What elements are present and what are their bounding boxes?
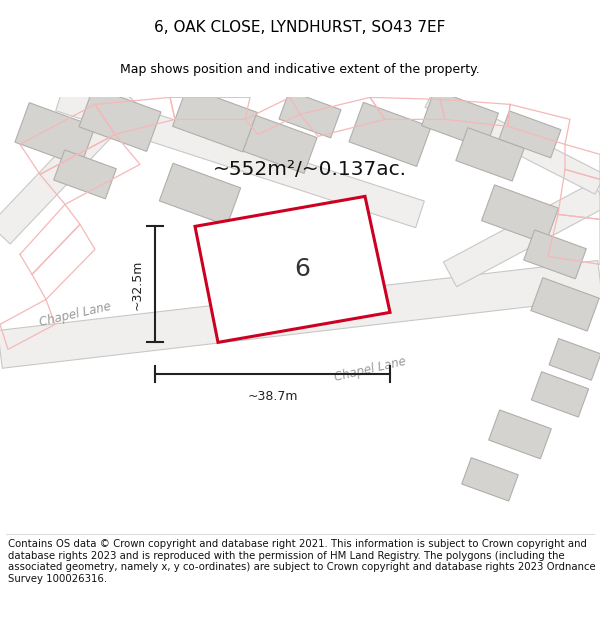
Text: Chapel Lane: Chapel Lane [38, 300, 112, 329]
Polygon shape [488, 410, 551, 459]
Polygon shape [524, 230, 586, 279]
Polygon shape [425, 88, 600, 194]
Polygon shape [56, 84, 424, 228]
Polygon shape [0, 88, 140, 244]
Polygon shape [160, 163, 241, 226]
Text: ~32.5m: ~32.5m [131, 259, 143, 309]
Polygon shape [79, 88, 161, 151]
Polygon shape [243, 116, 317, 173]
Polygon shape [279, 91, 341, 138]
Text: 6, OAK CLOSE, LYNDHURST, SO43 7EF: 6, OAK CLOSE, LYNDHURST, SO43 7EF [154, 19, 446, 34]
Polygon shape [53, 150, 116, 199]
Polygon shape [532, 372, 589, 417]
Text: 6: 6 [294, 258, 310, 281]
Text: Chapel Lane: Chapel Lane [333, 355, 407, 384]
Text: ~552m²/~0.137ac.: ~552m²/~0.137ac. [213, 160, 407, 179]
Text: Contains OS data © Crown copyright and database right 2021. This information is : Contains OS data © Crown copyright and d… [8, 539, 596, 584]
Text: ~38.7m: ~38.7m [247, 390, 298, 403]
Polygon shape [15, 102, 95, 166]
Polygon shape [443, 182, 600, 287]
Polygon shape [422, 90, 499, 149]
Text: Map shows position and indicative extent of the property.: Map shows position and indicative extent… [120, 63, 480, 76]
Polygon shape [549, 339, 600, 380]
Polygon shape [456, 127, 524, 181]
Polygon shape [349, 102, 431, 166]
Polygon shape [462, 458, 518, 501]
Polygon shape [0, 261, 600, 368]
Polygon shape [531, 278, 599, 331]
Polygon shape [482, 185, 559, 244]
Polygon shape [499, 111, 561, 158]
Polygon shape [173, 87, 257, 152]
Polygon shape [195, 196, 390, 342]
